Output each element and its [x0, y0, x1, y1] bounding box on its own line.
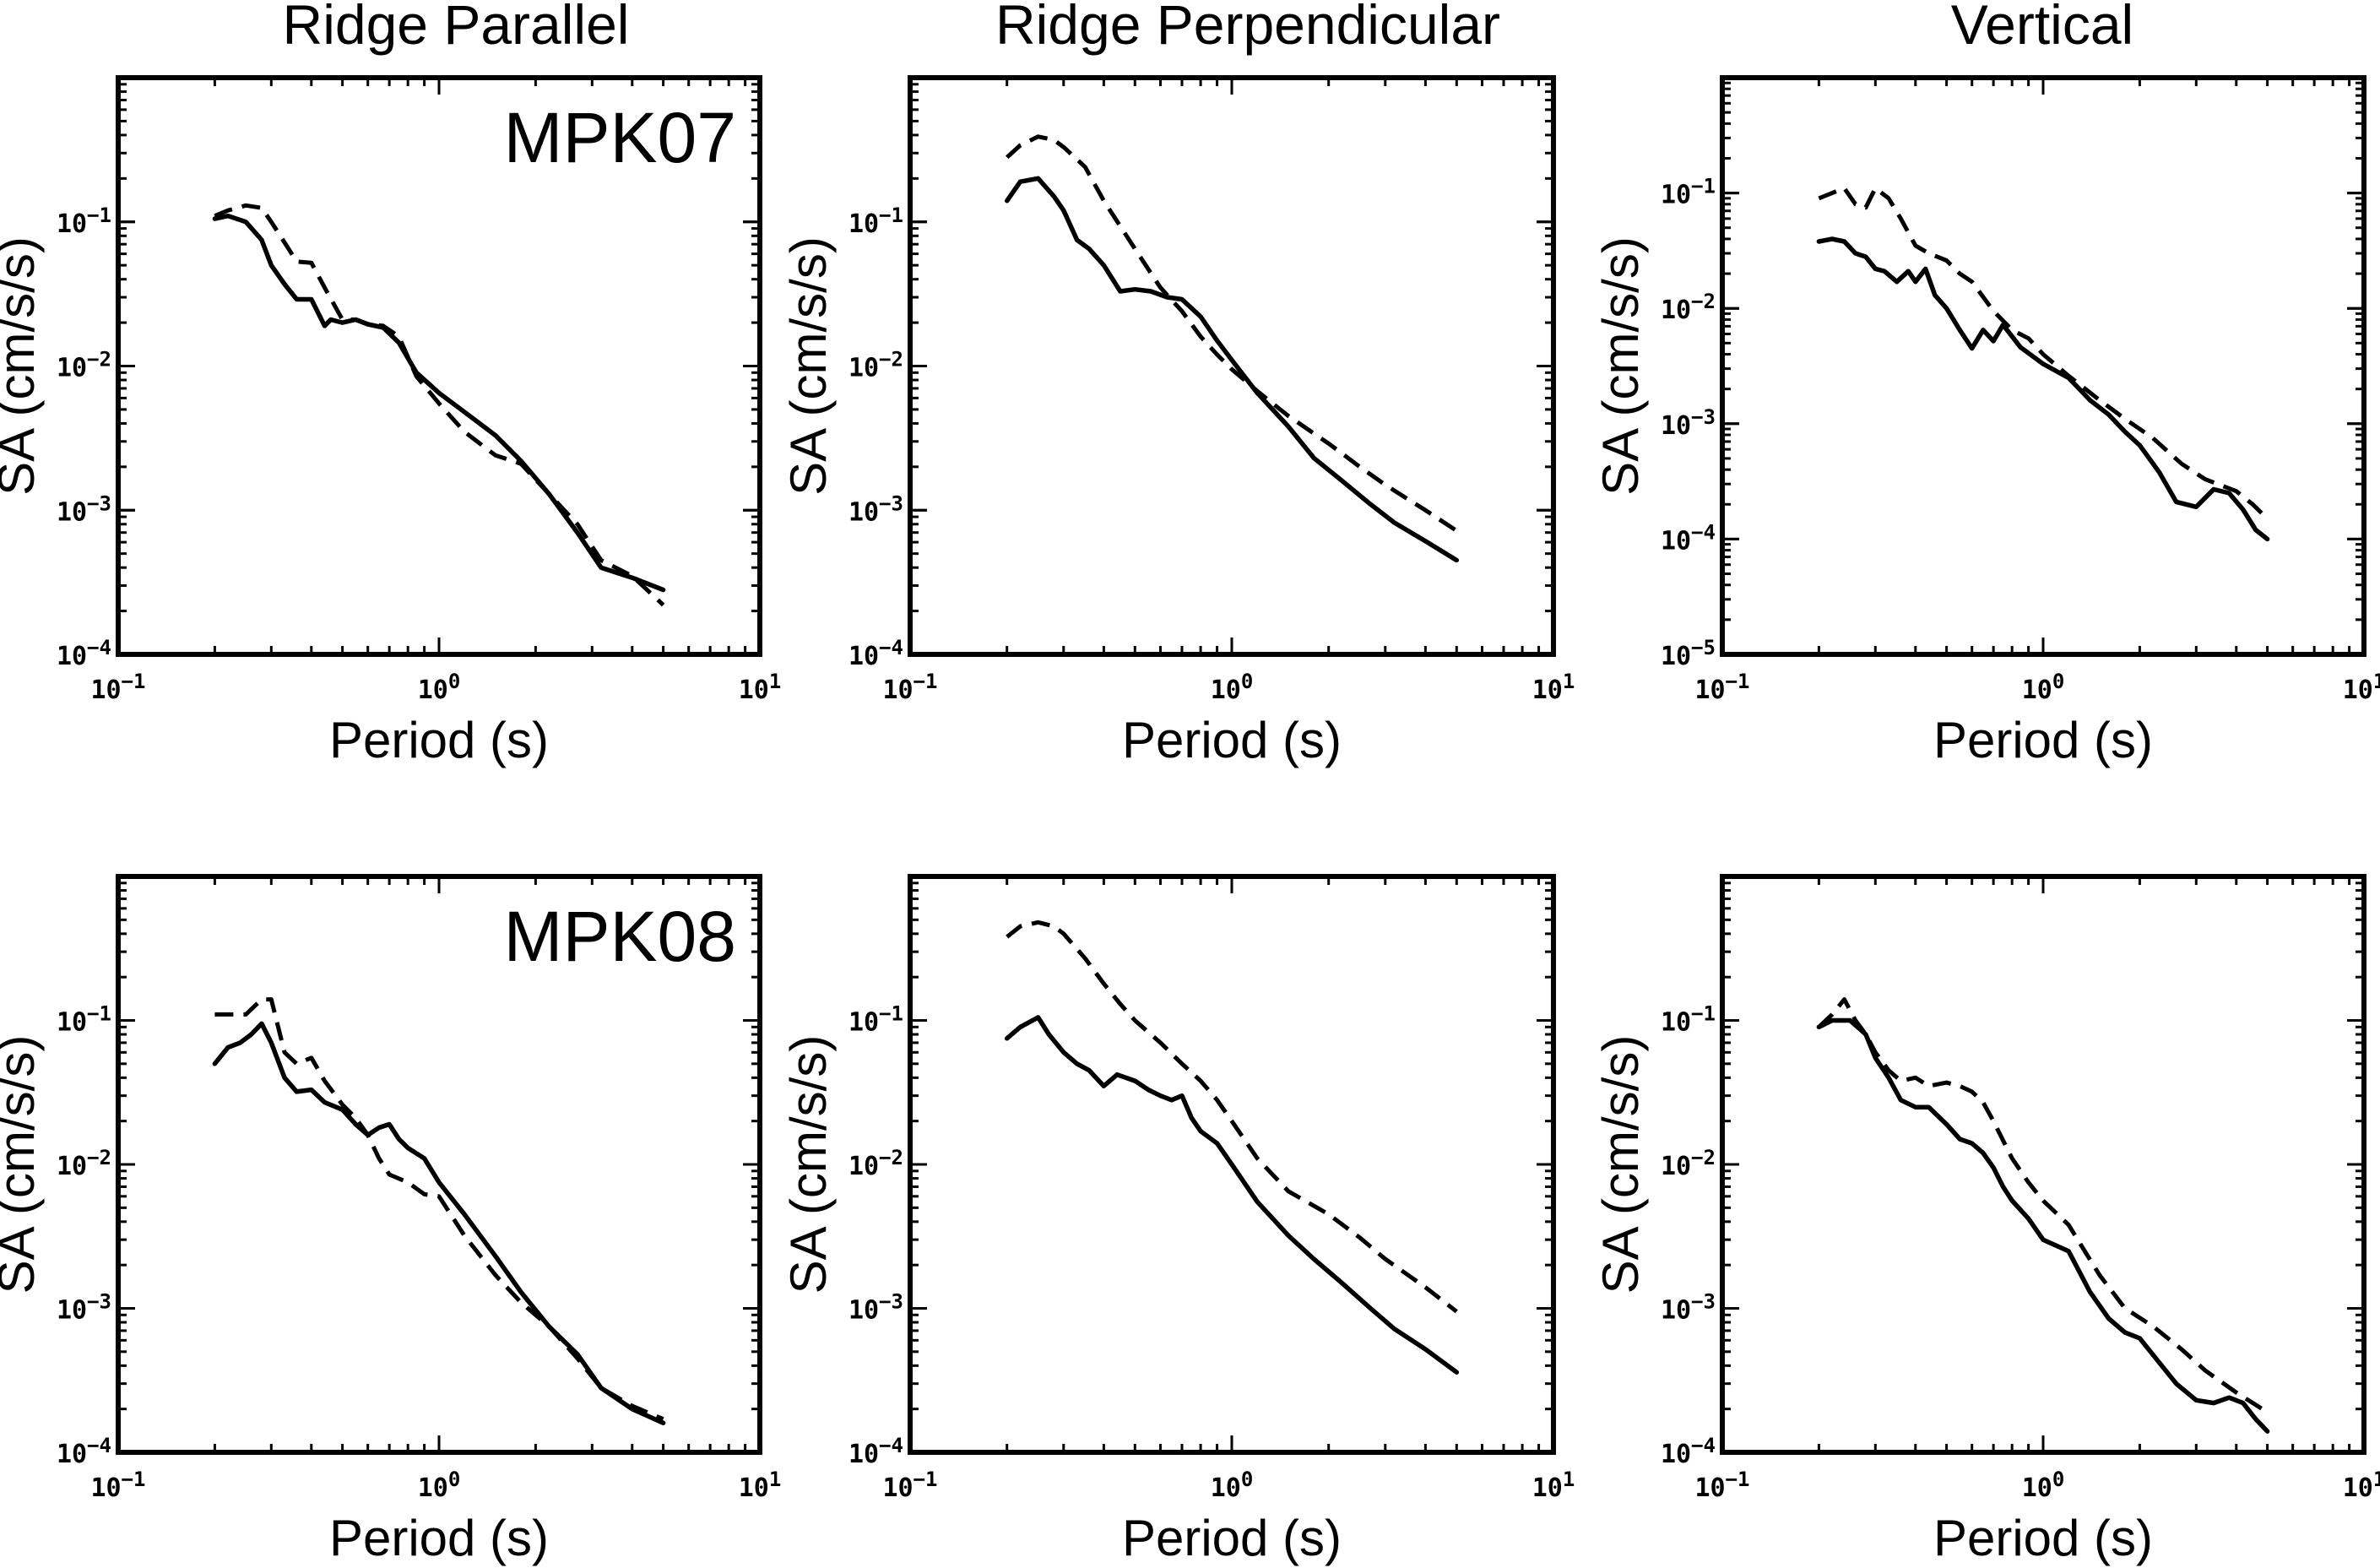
series-line-dashed — [1818, 186, 2269, 521]
y-tick-label: 10−2 — [57, 348, 111, 383]
y-axis-label: SA (cm/s/s) — [0, 1035, 45, 1294]
x-tick-label: 100 — [418, 670, 461, 705]
plot-frame — [908, 75, 1556, 657]
y-tick-label: 10−5 — [1661, 636, 1716, 671]
x-tick-label: 101 — [739, 1468, 782, 1503]
x-tick-label: 10−1 — [1694, 670, 1749, 705]
x-tick-label: 101 — [1532, 670, 1575, 705]
y-tick-label: 10−2 — [57, 1146, 111, 1181]
panel-4: 10−1 100 101 10−4 10−3 10−2 10−1 Period (s) SA (… — [0, 874, 782, 1566]
y-axis-label: SA (cm/s/s) — [780, 1035, 837, 1294]
x-tick-label: 100 — [418, 1468, 461, 1503]
y-tick-label: 10−1 — [1661, 1002, 1716, 1038]
panel-5: 10−1 100 101 10−4 10−3 10−2 10−1 Period (s) SA (… — [780, 874, 1575, 1566]
series-line-solid — [1004, 1015, 1460, 1375]
column-title-vertical: Vertical — [1951, 0, 2133, 56]
x-axis-label: Period (s) — [1933, 712, 2153, 768]
series-line-solid — [1816, 1017, 2270, 1434]
series-line-dashed — [1006, 134, 1458, 533]
station-label: MPK08 — [504, 897, 736, 976]
series-line-solid — [212, 1021, 666, 1425]
y-tick-label: 10−4 — [57, 636, 111, 671]
y-axis-label: SA (cm/s/s) — [1592, 1035, 1649, 1294]
plot-frame — [116, 75, 762, 657]
panel-3: 10−1 100 101 10−5 10−4 10−3 10−2 10−1 Period (s)… — [1592, 75, 2380, 768]
x-tick-label: 100 — [1211, 670, 1254, 705]
y-tick-label: 10−3 — [57, 491, 111, 527]
x-tick-label: 10−1 — [90, 1468, 145, 1503]
station-label: MPK07 — [504, 98, 736, 177]
y-tick-label: 10−1 — [1661, 175, 1716, 210]
plot-frame — [1720, 75, 2366, 657]
y-tick-label: 10−3 — [848, 1290, 903, 1326]
y-tick-label: 10−2 — [848, 348, 903, 383]
y-tick-label: 10−1 — [848, 1002, 903, 1038]
x-axis-label: Period (s) — [329, 1510, 549, 1566]
plot-frame — [908, 874, 1556, 1455]
y-tick-label: 10−2 — [1661, 1146, 1716, 1181]
y-tick-label: 10−1 — [57, 203, 111, 239]
y-tick-label: 10−2 — [848, 1146, 903, 1181]
x-axis-label: Period (s) — [1933, 1510, 2153, 1566]
y-axis-label: SA (cm/s/s) — [0, 236, 45, 496]
y-tick-label: 10−1 — [57, 1002, 111, 1038]
column-title-ridge-perpendicular: Ridge Perpendicular — [995, 0, 1500, 56]
y-tick-label: 10−3 — [57, 1290, 111, 1326]
plot-frame — [1720, 874, 2366, 1455]
panel-2: 10−1 100 101 10−4 10−3 10−2 10−1 Period (s) SA (… — [780, 75, 1575, 768]
series-line-dashed — [1817, 997, 2269, 1414]
x-tick-label: 101 — [1532, 1468, 1575, 1503]
x-tick-label: 100 — [2022, 1468, 2065, 1503]
series-line-solid — [1004, 176, 1460, 563]
x-tick-label: 10−1 — [90, 670, 145, 705]
series-line-solid — [1816, 236, 2270, 542]
plot-frame — [116, 874, 762, 1455]
y-tick-label: 10−4 — [1661, 1434, 1716, 1469]
x-tick-label: 10−1 — [1694, 1468, 1749, 1503]
x-axis-label: Period (s) — [1122, 712, 1342, 768]
y-tick-label: 10−4 — [848, 1434, 903, 1469]
y-tick-label: 10−3 — [1661, 405, 1716, 441]
y-tick-label: 10−1 — [848, 203, 903, 239]
y-axis-label: SA (cm/s/s) — [1592, 236, 1649, 496]
y-axis-label: SA (cm/s/s) — [780, 236, 837, 496]
y-tick-label: 10−3 — [848, 491, 903, 527]
series-line-dashed — [1006, 920, 1458, 1314]
panel-6: 10−1 100 101 10−4 10−3 10−2 10−1 Period (s) SA (… — [1592, 874, 2380, 1566]
y-tick-label: 10−2 — [1661, 290, 1716, 325]
y-tick-label: 10−4 — [57, 1434, 111, 1469]
x-tick-label: 100 — [2022, 670, 2065, 705]
x-tick-label: 101 — [739, 670, 782, 705]
x-axis-label: Period (s) — [1122, 1510, 1342, 1566]
x-tick-label: 10−1 — [882, 1468, 937, 1503]
series-line-dashed — [214, 997, 664, 1422]
x-tick-label: 101 — [2343, 1468, 2380, 1503]
x-tick-label: 100 — [1211, 1468, 1254, 1503]
y-tick-label: 10−4 — [1661, 520, 1716, 556]
panel-1: 10−1 100 101 10−4 10−3 10−2 10−1 Period (s) SA (… — [0, 75, 782, 768]
x-axis-label: Period (s) — [329, 712, 549, 768]
series-line-dashed — [214, 203, 665, 607]
column-title-ridge-parallel: Ridge Parallel — [283, 0, 630, 56]
y-tick-label: 10−4 — [848, 636, 903, 671]
y-tick-label: 10−3 — [1661, 1290, 1716, 1326]
x-tick-label: 101 — [2343, 670, 2380, 705]
x-tick-label: 10−1 — [882, 670, 937, 705]
